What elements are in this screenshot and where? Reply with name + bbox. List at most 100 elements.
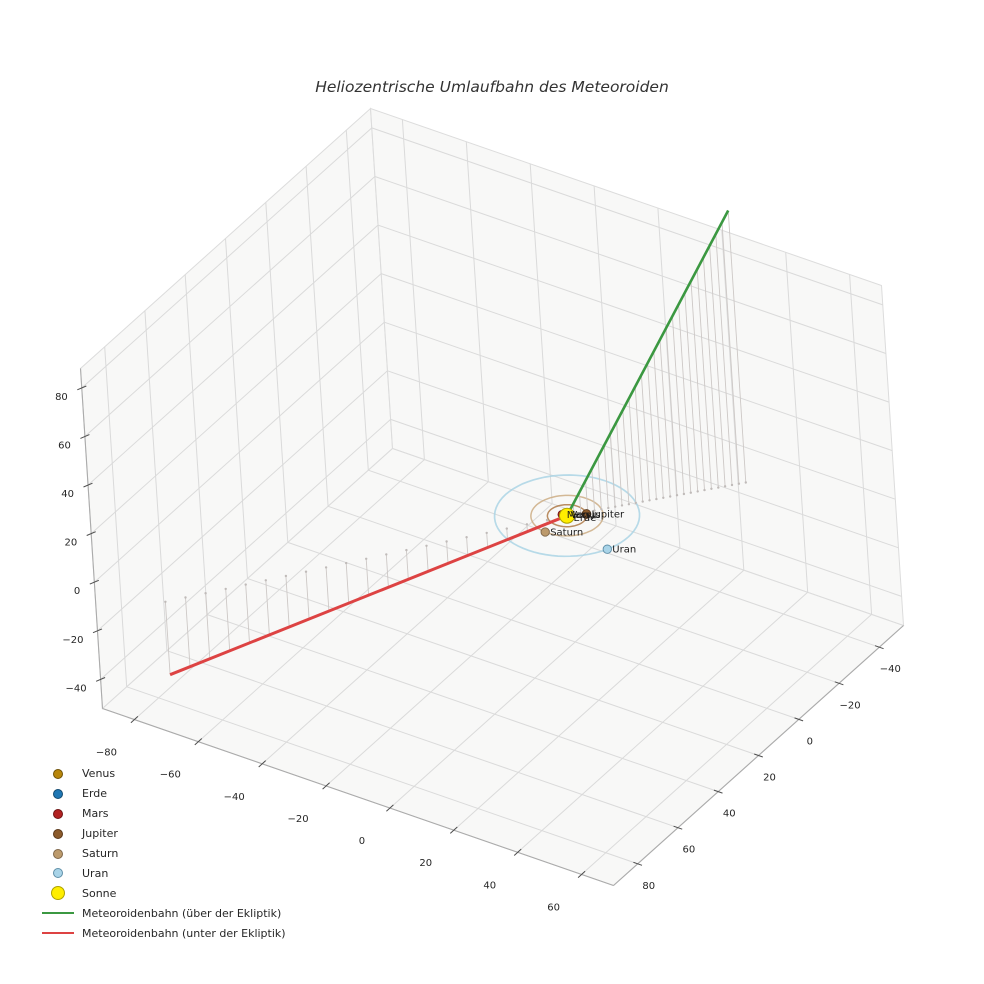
stem-dot-above bbox=[723, 485, 727, 488]
stem-dot-above bbox=[593, 509, 596, 512]
y-tick-mark bbox=[874, 645, 884, 650]
stem-line-above bbox=[721, 222, 740, 484]
stem-line-below bbox=[285, 575, 290, 628]
legend-item-erde: Erde bbox=[40, 784, 286, 804]
stem-line-above bbox=[715, 233, 733, 486]
z-tick-mark bbox=[80, 434, 90, 439]
stem-line-above bbox=[684, 292, 699, 492]
legend-item-venus: Venus bbox=[40, 764, 286, 784]
stem-line-below bbox=[265, 580, 270, 635]
stem-dot-below bbox=[505, 527, 508, 530]
stem-line-below bbox=[225, 588, 231, 651]
stem-line-below bbox=[205, 593, 211, 659]
grid-line bbox=[265, 202, 289, 543]
stem-dot-above bbox=[655, 497, 658, 501]
y-tick-label: −40 bbox=[880, 664, 901, 675]
stem-dot-below bbox=[244, 583, 247, 586]
grid-line bbox=[207, 614, 719, 793]
legend-label-erde: Erde bbox=[82, 787, 108, 801]
legend-marker-venus bbox=[40, 768, 76, 779]
grid-line bbox=[184, 274, 208, 615]
sun-marker bbox=[559, 507, 575, 524]
legend-label-sonne: Sonne bbox=[82, 886, 117, 900]
stem-dot-below bbox=[545, 518, 549, 522]
stem-line-above bbox=[640, 374, 650, 501]
z-tick-label: 80 bbox=[55, 392, 68, 403]
planet-label-jupiter: Jupiter bbox=[591, 510, 625, 521]
stem-line-above bbox=[690, 280, 705, 491]
stem-line-above bbox=[727, 210, 747, 483]
planet-label-mars: Mars bbox=[567, 510, 591, 521]
z-tick-mark bbox=[89, 579, 99, 585]
stem-line-below bbox=[466, 537, 469, 556]
y-tick-mark bbox=[794, 717, 804, 722]
stem-dot-above bbox=[689, 491, 692, 494]
stem-dot-below bbox=[345, 561, 348, 565]
planet-marker-uran bbox=[602, 544, 612, 554]
grid-line bbox=[345, 130, 369, 471]
stem-line-above bbox=[597, 456, 602, 510]
legend-item-meteoroid-below: Meteoroidenbahn (unter der Ekliptik) bbox=[40, 923, 286, 943]
stem-dot-above bbox=[737, 482, 741, 485]
legend-item-saturn: Saturn bbox=[40, 844, 286, 864]
legend-label-mars: Mars bbox=[82, 807, 109, 821]
stem-dot-below bbox=[465, 536, 468, 539]
x-tick-label: −80 bbox=[96, 748, 117, 759]
grid-line bbox=[785, 252, 809, 593]
legend: Venus Erde Mars Jupiter Saturn Uran Sonne Meteo… bbox=[40, 764, 286, 943]
grid-line bbox=[305, 166, 329, 507]
grid-line bbox=[87, 224, 379, 486]
stem-line-above bbox=[628, 398, 637, 503]
x-tick-label: 40 bbox=[483, 880, 496, 891]
stem-line-above bbox=[678, 304, 692, 493]
stem-dot-above bbox=[648, 499, 651, 502]
grid-line bbox=[371, 127, 883, 306]
stem-line-above bbox=[591, 468, 595, 511]
legend-label-meteoroid-above: Meteoroidenbahn (über der Ekliptik) bbox=[82, 906, 282, 920]
x-tick-label: 60 bbox=[547, 902, 560, 913]
grid-line bbox=[166, 650, 679, 829]
grid-line bbox=[97, 370, 388, 632]
stem-line-above bbox=[702, 257, 719, 488]
stem-dot-above bbox=[675, 494, 679, 497]
stem-dot-below bbox=[284, 574, 288, 578]
legend-item-jupiter: Jupiter bbox=[40, 824, 286, 844]
stem-line-below bbox=[446, 541, 449, 564]
stem-dot-below bbox=[164, 600, 167, 603]
grid-line bbox=[381, 273, 893, 452]
planet-label-venus: Venus bbox=[570, 510, 600, 521]
stem-line-below bbox=[426, 545, 429, 572]
stem-dot-above bbox=[703, 488, 706, 492]
stem-line-below bbox=[365, 558, 370, 596]
y-tick-mark bbox=[713, 789, 723, 794]
stem-dot-above bbox=[717, 486, 720, 489]
stem-dot-above bbox=[710, 487, 713, 490]
grid-line bbox=[368, 469, 880, 648]
grid-line bbox=[384, 321, 896, 500]
legend-marker-saturn bbox=[40, 848, 76, 859]
stem-line-above bbox=[671, 316, 685, 495]
grid-line bbox=[144, 310, 168, 651]
legend-marker-meteoroid-below bbox=[40, 931, 76, 935]
legend-item-meteoroid-above: Meteoroidenbahn (über der Ekliptik) bbox=[40, 903, 286, 923]
stem-dot-below bbox=[224, 587, 227, 591]
stem-dot-below bbox=[304, 570, 308, 573]
stem-line-above bbox=[647, 363, 657, 500]
stem-line-below bbox=[486, 532, 489, 548]
x-tick-label: −60 bbox=[160, 770, 181, 781]
stem-dot-above bbox=[620, 504, 624, 507]
grid-line bbox=[93, 321, 385, 583]
y-tick-mark bbox=[633, 861, 643, 866]
stem-dot-below bbox=[264, 579, 267, 582]
stem-line-above bbox=[585, 480, 589, 512]
legend-label-meteoroid-below: Meteoroidenbahn (unter der Ekliptik) bbox=[82, 926, 286, 940]
stem-dot-above bbox=[579, 511, 582, 515]
z-tick-mark bbox=[77, 385, 87, 391]
stem-line-above bbox=[622, 409, 630, 505]
stem-line-above bbox=[659, 339, 671, 497]
grid-line bbox=[390, 418, 902, 597]
grid-line bbox=[126, 686, 638, 865]
stem-dot-above bbox=[641, 500, 644, 503]
